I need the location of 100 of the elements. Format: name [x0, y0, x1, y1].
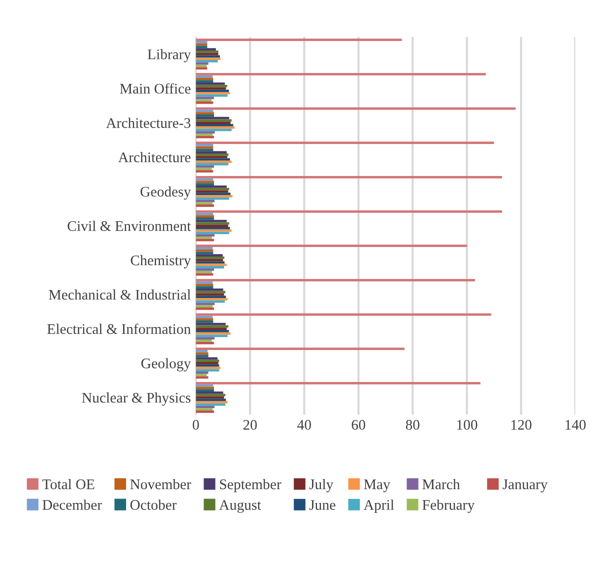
bar [196, 382, 480, 384]
y-tick-label: Geodesy [140, 186, 191, 200]
bar [196, 217, 214, 220]
bar [196, 337, 215, 340]
bar [196, 300, 225, 303]
bar [196, 330, 229, 332]
x-tick-label: 0 [192, 420, 199, 430]
bar [196, 156, 228, 158]
bar [196, 52, 218, 56]
x-tick-label: 20 [243, 420, 257, 430]
x-tick-label: 120 [511, 420, 532, 430]
y-tick-label: Mechanical & Industrial [48, 289, 191, 300]
bar [196, 204, 214, 207]
bar [196, 128, 232, 132]
bar [196, 392, 224, 394]
bar [196, 298, 228, 300]
bar [196, 408, 213, 411]
bar [196, 389, 214, 392]
y-tick-label: Electrical & Information [47, 324, 191, 334]
bar [196, 401, 228, 404]
bar [196, 82, 225, 85]
bar [196, 290, 226, 294]
bar [196, 254, 223, 257]
bar [196, 268, 214, 271]
legend-label: June [309, 500, 336, 510]
bar [196, 357, 218, 360]
bar [196, 160, 232, 164]
bar [196, 124, 234, 126]
bar [196, 360, 220, 362]
bar [196, 192, 231, 196]
bar [196, 281, 213, 284]
bar [196, 369, 220, 372]
legend-label: October [130, 500, 177, 510]
bar [196, 38, 402, 42]
bar [196, 99, 212, 102]
legend-label: March [422, 478, 460, 490]
y-tick-label: Nuclear & Physics [82, 392, 190, 406]
bar [196, 371, 208, 374]
bar [196, 215, 214, 218]
bar [196, 296, 226, 298]
bar [196, 151, 227, 154]
bar [196, 163, 228, 166]
y-tick-label: Chemistry [130, 255, 191, 268]
legend-label: Total OE [42, 478, 94, 490]
bar [196, 212, 214, 216]
bar [196, 119, 232, 122]
bar [196, 232, 230, 234]
legend-label: February [422, 500, 475, 513]
bar [196, 67, 208, 70]
bar [196, 316, 213, 318]
bar [196, 186, 227, 188]
bar [196, 62, 208, 65]
bar [196, 325, 228, 328]
bar [196, 320, 214, 323]
bar [196, 197, 230, 200]
legend-label: December [42, 500, 102, 510]
bar [196, 249, 214, 252]
bar [196, 78, 214, 80]
bar [196, 43, 208, 46]
bar [196, 72, 486, 76]
bar [196, 376, 208, 379]
legend-label: November [130, 478, 192, 490]
legend-label: July [309, 478, 334, 492]
bar [196, 80, 214, 82]
bar [196, 398, 226, 402]
bar [196, 258, 223, 262]
bar [196, 273, 214, 276]
bar [196, 362, 218, 364]
bar [196, 142, 494, 144]
bar [196, 165, 214, 168]
bar [196, 384, 214, 387]
bar [196, 286, 214, 289]
bar [196, 256, 224, 259]
bar [196, 96, 214, 100]
bar [196, 92, 230, 94]
bar [196, 112, 214, 114]
bar [196, 114, 214, 117]
bar [196, 236, 212, 239]
x-tick-label: 80 [406, 420, 420, 430]
x-tick-label: 60 [352, 420, 366, 430]
bar [196, 131, 215, 134]
y-tick-label: Architecture [118, 152, 190, 162]
y-tick-label: Architecture-3 [106, 118, 190, 128]
y-tick-label: Main Office [120, 83, 190, 94]
bar [196, 350, 208, 352]
bar [196, 50, 218, 53]
bar [196, 247, 213, 250]
bar [196, 328, 227, 330]
bar [196, 334, 228, 338]
bar [196, 403, 226, 406]
legend-label: January [502, 480, 548, 492]
bar [196, 339, 212, 342]
bar [196, 48, 216, 51]
x-tick-label: 100 [457, 420, 478, 430]
bar [196, 110, 214, 112]
bar [196, 60, 218, 62]
bar [196, 202, 213, 205]
bar [196, 394, 226, 396]
y-tick-label: Civil & Environment [68, 220, 191, 231]
bar [196, 176, 502, 178]
